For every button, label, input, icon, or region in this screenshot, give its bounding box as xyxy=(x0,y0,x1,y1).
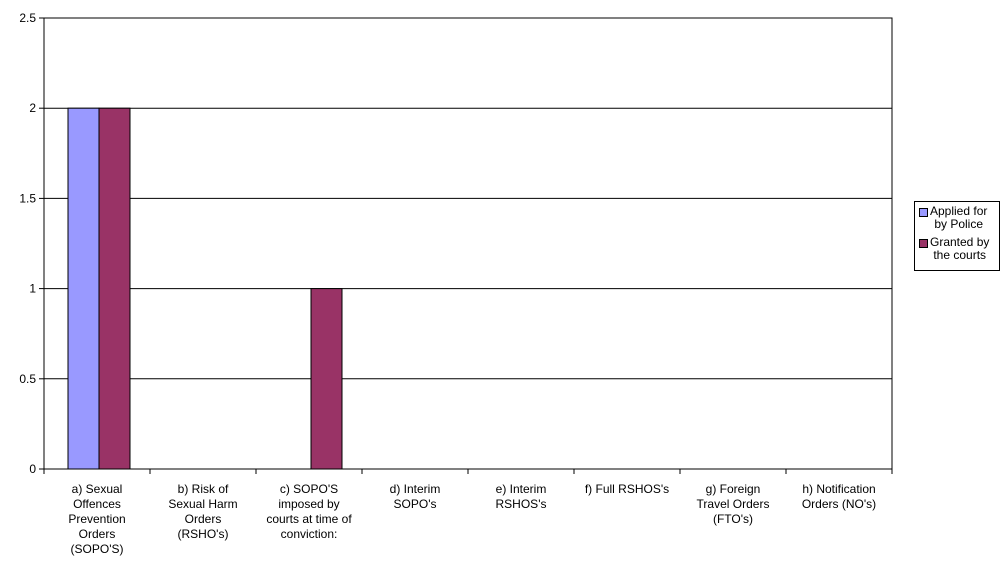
y-tick-label: 0 xyxy=(29,462,36,476)
bar xyxy=(310,288,343,470)
category-label: a) Sexual Offences Prevention Orders (SOPO'S… xyxy=(68,482,125,556)
category-label: f) Full RSHOS's xyxy=(585,482,669,496)
category-label: b) Risk of Sexual Harm Orders (RSHO's) xyxy=(168,482,237,541)
legend-label-granted: Granted by the courts xyxy=(930,235,990,262)
y-tick-label: 2 xyxy=(29,101,36,115)
legend-swatch-granted xyxy=(919,239,928,248)
category-label: c) SOPO'S imposed by courts at time of conv… xyxy=(266,482,352,541)
bar xyxy=(98,107,131,470)
legend-item-granted: Granted by the courts xyxy=(919,236,997,262)
y-tick-label: 0.5 xyxy=(19,372,36,386)
category-label: g) Foreign Travel Orders (FTO's) xyxy=(697,482,770,526)
bar xyxy=(67,107,100,470)
legend-item-applied: Applied for by Police xyxy=(919,205,997,231)
y-tick-label: 1 xyxy=(29,282,36,296)
category-label: h) Notification Orders (NO's) xyxy=(802,482,876,511)
legend: Applied for by Police Granted by the cou… xyxy=(914,201,1000,271)
y-tick-label: 2.5 xyxy=(19,11,36,25)
category-label: d) Interim SOPO's xyxy=(390,482,441,511)
legend-swatch-applied xyxy=(919,208,928,217)
y-tick-label: 1.5 xyxy=(19,191,36,205)
legend-label-applied: Applied for by Police xyxy=(930,204,988,231)
category-label: e) Interim RSHOS's xyxy=(496,482,547,511)
plot-area-border xyxy=(43,17,893,470)
